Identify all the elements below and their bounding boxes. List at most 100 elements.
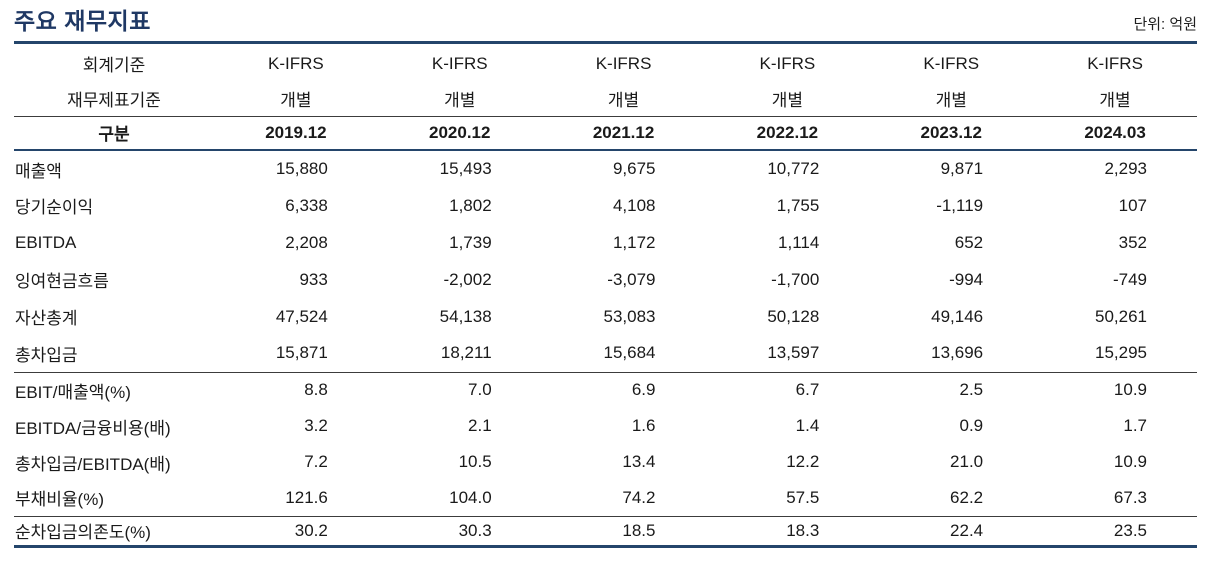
cell-value: 13.4 bbox=[622, 452, 656, 471]
row-label: EBITDA bbox=[15, 232, 77, 252]
cell-value: 53,083 bbox=[603, 306, 656, 326]
cell-value: -3,079 bbox=[607, 269, 656, 289]
cell-value: 12.2 bbox=[786, 452, 820, 471]
accounting-standard-value: K-IFRS bbox=[595, 53, 652, 73]
statement-basis-row: 재무제표기준 개별 개별 개별 개별 개별 개별 bbox=[14, 81, 1197, 117]
cell-value: 21.0 bbox=[950, 452, 984, 471]
cell-value: 6.9 bbox=[541, 371, 706, 408]
page-title: 주요 재무지표 bbox=[14, 8, 151, 34]
accounting-standard-row: 회계기준 K-IFRS K-IFRS K-IFRS K-IFRS K-IFRS … bbox=[14, 44, 1197, 81]
accounting-standard-value: K-IFRS bbox=[759, 53, 816, 73]
cell-value: 1,172 bbox=[612, 232, 656, 252]
cell-value: 18.5 bbox=[541, 515, 706, 546]
cell-value: 62.2 bbox=[950, 487, 984, 507]
cell-value: 10.9 bbox=[1033, 371, 1197, 408]
row-label: 총차입금/EBITDA(배) bbox=[15, 454, 171, 474]
cell-value: 8.8 bbox=[214, 371, 378, 408]
row-label: 당기순이익 bbox=[15, 198, 94, 217]
accounting-standard-value: K-IFRS bbox=[1087, 53, 1143, 73]
cell-value: 3.2 bbox=[304, 416, 328, 435]
cell-value: 9,871 bbox=[940, 159, 984, 178]
cell-value: 1.7 bbox=[1123, 416, 1147, 435]
cell-value: 22.4 bbox=[869, 515, 1034, 546]
accounting-standard-value: K-IFRS bbox=[431, 53, 488, 73]
table-row: 매출액 15,880 15,493 9,675 10,772 9,871 2,293 bbox=[14, 150, 1197, 187]
row-label: 매출액 bbox=[15, 161, 62, 181]
period-header: 2023.12 bbox=[869, 116, 1034, 151]
table-row: EBIT/매출액(%) 8.8 7.0 6.9 6.7 2.5 10.9 bbox=[14, 371, 1197, 408]
cell-value: 10.9 bbox=[1113, 452, 1147, 471]
cell-value: 67.3 bbox=[1113, 487, 1147, 507]
cell-value: 9,675 bbox=[612, 159, 656, 178]
row-label: 부채비율(%) bbox=[15, 490, 104, 510]
cell-value: 74.2 bbox=[622, 487, 656, 507]
cell-value: 2.5 bbox=[869, 371, 1034, 408]
cell-value: 6.7 bbox=[705, 371, 870, 408]
period-header: 2022.12 bbox=[705, 116, 870, 151]
statement-basis-value: 개별 bbox=[705, 81, 870, 117]
cell-value: 652 bbox=[954, 232, 984, 252]
period-header-row: 구분 2019.12 2020.12 2021.12 2022.12 2023.… bbox=[14, 116, 1197, 151]
cell-value: 30.2 bbox=[214, 515, 378, 546]
cell-value: 1.6 bbox=[631, 416, 656, 435]
accounting-standard-value: K-IFRS bbox=[268, 53, 324, 73]
statement-basis-value: 개별 bbox=[377, 81, 542, 117]
table-row: EBITDA/금융비용(배) 3.2 2.1 1.6 1.4 0.9 1.7 bbox=[14, 408, 1197, 444]
accounting-standard-label: 회계기준 bbox=[82, 56, 146, 75]
cell-value: 121.6 bbox=[285, 487, 328, 507]
cell-value: 1,114 bbox=[778, 232, 820, 252]
table-row: 총차입금/EBITDA(배) 7.2 10.5 13.4 12.2 21.0 10.9 bbox=[14, 444, 1197, 480]
cell-value: 23.5 bbox=[1033, 515, 1197, 546]
period-header: 2020.12 bbox=[377, 116, 542, 151]
cell-value: -1,119 bbox=[936, 195, 984, 215]
row-label: 순차입금의존도(%) bbox=[14, 515, 214, 546]
cell-value: -1,700 bbox=[771, 269, 820, 289]
period-label: 구분 bbox=[14, 116, 214, 151]
table-row: 부채비율(%) 121.6 104.0 74.2 57.5 62.2 67.3 bbox=[14, 480, 1197, 516]
table-row: 순차입금의존도(%) 30.2 30.3 18.5 18.3 22.4 23.5 bbox=[14, 515, 1197, 546]
cell-value: 15,880 bbox=[275, 159, 328, 178]
cell-value: 1,755 bbox=[776, 195, 820, 215]
statement-basis-value: 개별 bbox=[869, 81, 1034, 117]
cell-value: 57.5 bbox=[786, 487, 820, 507]
cell-value: 7.0 bbox=[377, 371, 542, 408]
cell-value: 18.3 bbox=[705, 515, 870, 546]
cell-value: 15,295 bbox=[1095, 343, 1147, 363]
table-row: EBITDA 2,208 1,739 1,172 1,114 652 352 bbox=[14, 224, 1197, 261]
cell-value: 13,597 bbox=[767, 343, 820, 363]
cell-value: 47,524 bbox=[275, 306, 328, 326]
period-header: 2024.03 bbox=[1033, 116, 1197, 151]
cell-value: 54,138 bbox=[439, 306, 492, 326]
cell-value: 6,338 bbox=[285, 195, 328, 215]
cell-value: 15,871 bbox=[275, 343, 328, 363]
table-row: 잉여현금흐름 933 -2,002 -3,079 -1,700 -994 -749 bbox=[14, 261, 1197, 298]
financial-table: 회계기준 K-IFRS K-IFRS K-IFRS K-IFRS K-IFRS … bbox=[14, 44, 1197, 548]
cell-value: 1,739 bbox=[449, 232, 492, 252]
cell-value: 4,108 bbox=[612, 195, 656, 215]
cell-value: 49,146 bbox=[931, 306, 984, 326]
report-table-panel: 주요 재무지표 단위: 억원 회계기준 K-IFRS K-IFRS K-IFRS… bbox=[14, 8, 1197, 548]
table-row: 당기순이익 6,338 1,802 4,108 1,755 -1,119 107 bbox=[14, 187, 1197, 224]
cell-value: 30.3 bbox=[377, 515, 542, 546]
cell-value: 15,684 bbox=[603, 343, 656, 363]
cell-value: 7.2 bbox=[304, 452, 328, 471]
unit-label: 단위: 억원 bbox=[1133, 16, 1197, 33]
cell-value: 104.0 bbox=[449, 487, 492, 507]
cell-value: -749 bbox=[1112, 269, 1147, 289]
row-label: EBIT/매출액(%) bbox=[14, 371, 214, 408]
cell-value: 933 bbox=[299, 269, 328, 289]
cell-value: -994 bbox=[949, 269, 984, 289]
table-row: 자산총계 47,524 54,138 53,083 50,128 49,146 50,261 bbox=[14, 298, 1197, 335]
cell-value: 0.9 bbox=[959, 416, 984, 435]
cell-value: 2,293 bbox=[1104, 159, 1147, 178]
cell-value: -2,002 bbox=[443, 269, 492, 289]
cell-value: 1,802 bbox=[449, 195, 492, 215]
table-row: 총차입금 15,871 18,211 15,684 13,597 13,696 15,295 bbox=[14, 335, 1197, 372]
cell-value: 1.4 bbox=[795, 416, 820, 435]
cell-value: 2,208 bbox=[285, 232, 328, 252]
cell-value: 10,772 bbox=[767, 159, 820, 178]
cell-value: 18,211 bbox=[440, 343, 492, 363]
statement-basis-value: 개별 bbox=[1033, 81, 1197, 117]
statement-basis-label: 재무제표기준 bbox=[14, 81, 214, 117]
cell-value: 10.5 bbox=[458, 452, 492, 471]
